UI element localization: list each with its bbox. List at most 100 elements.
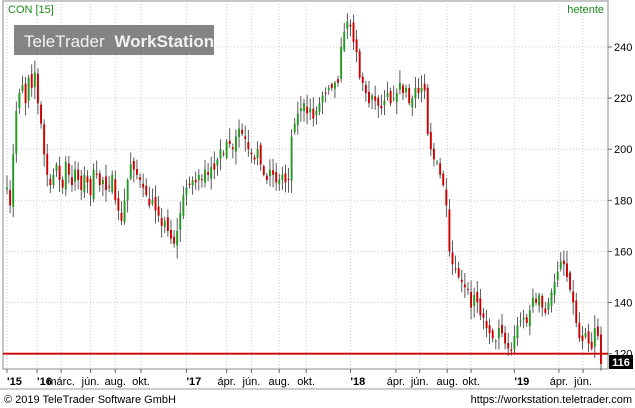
candle-body <box>402 85 404 93</box>
source-url: https://workstation.teletrader.com <box>471 394 632 406</box>
candle-body <box>355 39 358 53</box>
candle-body <box>135 169 138 175</box>
candle-body <box>581 335 584 341</box>
candle-body <box>117 198 120 211</box>
candle-body <box>479 298 482 316</box>
candle-body <box>269 169 271 177</box>
svg-text:TeleTrader WorkStation: TeleTrader WorkStation <box>24 32 214 51</box>
candle-body <box>71 177 73 185</box>
candle-body <box>454 268 457 270</box>
candle-body <box>61 179 64 188</box>
x-tick-label: aug. <box>105 376 126 388</box>
y-tick-label: 160 <box>614 246 632 258</box>
candle-body <box>470 291 473 308</box>
candle-body <box>538 294 541 306</box>
candle-body <box>352 22 355 42</box>
x-tick-label: jún. <box>573 376 592 388</box>
candle-body <box>80 175 83 191</box>
candle-body <box>389 91 392 104</box>
candle-body <box>234 136 237 152</box>
candle-body <box>531 297 534 307</box>
candle-body <box>358 51 361 78</box>
candle-body <box>244 136 247 139</box>
candle-body <box>309 108 312 113</box>
candle-body <box>432 148 435 160</box>
candle-body <box>380 105 383 109</box>
candle-body <box>556 271 559 280</box>
candle-body <box>408 88 411 104</box>
candle-body <box>296 113 299 126</box>
candle-body <box>256 149 259 159</box>
x-tick-label: ápr. <box>217 376 235 388</box>
candle-body <box>123 200 126 222</box>
candle-body <box>337 79 339 83</box>
candle-body <box>18 93 21 109</box>
candle-body <box>600 334 602 364</box>
candle-body <box>491 330 494 339</box>
last-price-box <box>609 355 633 369</box>
candle-body <box>547 302 550 310</box>
candle-body <box>191 179 194 186</box>
candle-body <box>12 154 15 207</box>
candle-body <box>185 187 188 196</box>
candle-body <box>120 212 123 221</box>
candle-body <box>593 328 596 347</box>
candle-body <box>52 174 55 185</box>
candle-body <box>157 206 160 216</box>
candle-body <box>253 157 256 160</box>
candle-body <box>36 73 39 104</box>
candle-body <box>333 82 336 89</box>
candle-body <box>306 106 309 114</box>
candle-body <box>89 179 92 196</box>
candle-body <box>222 153 225 155</box>
y-tick-label: 220 <box>614 93 632 105</box>
candle-body <box>572 291 575 303</box>
candle-body <box>374 96 377 101</box>
candle-body <box>83 174 86 193</box>
candle-body <box>371 95 374 100</box>
candle-body <box>67 163 70 175</box>
last-price-marker: 116 <box>609 355 633 369</box>
x-tick-label: '16 <box>37 376 52 388</box>
candle-body <box>340 47 343 79</box>
candle-body <box>207 172 210 175</box>
x-tick-label: okt. <box>297 376 315 388</box>
candle-body <box>312 108 315 119</box>
candle-body <box>467 288 469 290</box>
watermark-logo: TeleTrader WorkStation <box>14 25 214 55</box>
candle-body <box>225 141 228 158</box>
candle-body <box>330 84 333 88</box>
candle-body <box>272 170 275 175</box>
candle-body <box>553 282 556 296</box>
candle-body <box>259 144 262 165</box>
candle-body <box>395 93 398 102</box>
candle-body <box>30 73 33 88</box>
candle-body <box>194 179 197 183</box>
candle-body <box>49 178 52 185</box>
candle-body <box>507 343 510 349</box>
candle-body <box>587 331 590 344</box>
candle-body <box>284 173 287 183</box>
candle-body <box>522 317 525 320</box>
x-tick-label: márc. <box>47 376 75 388</box>
candle-body <box>445 189 448 206</box>
candle-body <box>525 317 528 323</box>
candle-body <box>303 103 305 111</box>
candle-body <box>154 196 157 211</box>
candle-body <box>21 85 24 92</box>
plot-area <box>2 0 609 370</box>
candle-body <box>132 160 135 170</box>
candle-body <box>182 195 185 216</box>
candle-body <box>321 95 324 103</box>
candle-body <box>482 313 485 318</box>
candle-body <box>40 104 42 124</box>
candle-body <box>43 124 46 155</box>
candlestick-series <box>6 13 602 371</box>
candle-body <box>318 103 321 112</box>
candle-body <box>24 83 27 104</box>
candle-body <box>315 110 318 116</box>
candle-body <box>429 131 432 150</box>
candle-body <box>386 93 389 98</box>
